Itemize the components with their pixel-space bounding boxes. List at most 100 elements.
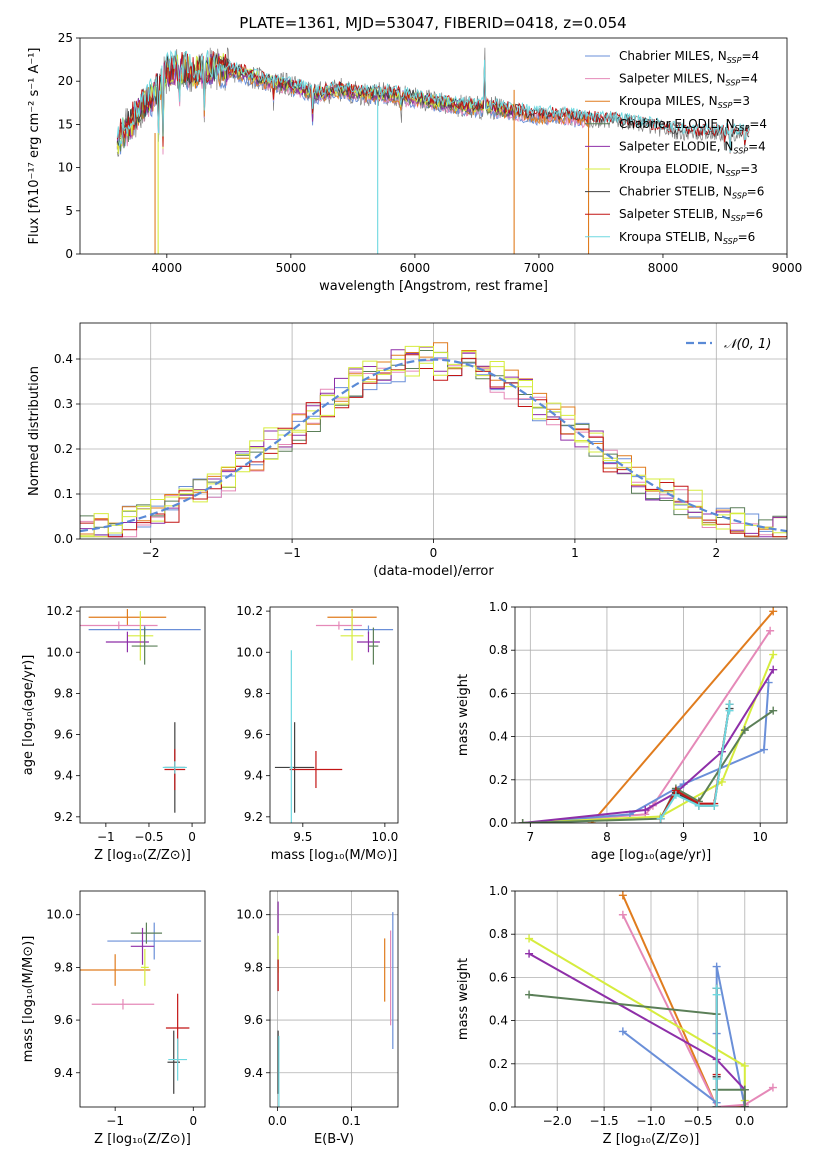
axes-frame (269, 890, 399, 1108)
x-tick-label: 0 (189, 1114, 197, 1128)
axes-frame (514, 606, 788, 824)
y-tick-label: 0.6 (489, 686, 508, 700)
legend-label: Salpeter ELODIE, NSSP=4 (619, 139, 766, 155)
y-axis-label: age [log₁₀(age/yr)] (21, 655, 36, 776)
x-tick-label: 7000 (524, 261, 555, 275)
y-tick-label: 0.0 (489, 1100, 508, 1114)
y-tick-label: 10 (58, 161, 73, 175)
y-tick-label: 9.4 (244, 1066, 263, 1080)
plot-area-age_vs_mass (274, 609, 394, 823)
errorbar-chabrier_stelib (274, 722, 315, 813)
legend-label: Kroupa STELIB, NSSP=6 (619, 230, 755, 246)
panel-mass_weight_vs_age: 7 8 9 10 0.0 0.2 0.4 0.6 0.8 1.0 age [log₁₀(age/yr… (456, 600, 788, 863)
y-tick-label: 5 (65, 204, 73, 218)
y-tick-label: 9.6 (54, 1013, 73, 1027)
weight-marker (618, 1027, 627, 1036)
y-tick-label: 20 (58, 74, 73, 88)
panel-residuals: −2 −1 0 1 2 0.0 0.1 0.2 0.3 0.4 (data-model)/error… (27, 322, 788, 579)
y-tick-label: 0.4 (489, 1014, 508, 1028)
errorbar-kroupa_stelib (168, 1038, 188, 1081)
y-tick-label: 9.4 (54, 1066, 73, 1080)
errorbar-salpeter_elodie (105, 631, 149, 653)
weight-marker (525, 934, 534, 943)
y-tick-label: 10.0 (236, 645, 263, 659)
panel-age_vs_z: −1 −0.5 0 9.2 9.4 9.6 9.8 10.0 10.2 Z [log₁₀(Z/Z⊙… (21, 604, 206, 863)
weight-marker (717, 777, 726, 786)
weight-line-kroupa_elodie (522, 654, 775, 823)
y-tick-label: 0.2 (489, 773, 508, 787)
y-tick-label: 0.0 (54, 532, 73, 546)
x-tick-label: 0.0 (268, 1114, 287, 1128)
x-tick-label: −0.5 (683, 1114, 712, 1128)
y-axis-label: Normed distribution (27, 366, 42, 496)
weight-marker (769, 607, 778, 616)
x-tick-label: −2 (142, 546, 160, 560)
y-tick-label: 1.0 (489, 884, 508, 898)
axes-frame (79, 37, 788, 255)
errorbar-kroupa_miles (80, 954, 151, 986)
x-tick-label: −1.0 (636, 1114, 665, 1128)
weight-marker (641, 806, 650, 815)
weight-marker (712, 1103, 721, 1107)
x-tick-label: 8 (603, 830, 611, 844)
weight-marker (671, 790, 680, 799)
legend-label: 𝒩(0, 1) (724, 337, 771, 352)
errorbar-kroupa_elodie (140, 948, 149, 986)
y-tick-label: 0.0 (489, 816, 508, 830)
weight-marker (740, 1085, 749, 1094)
weight-line-salpeter_elodie (528, 952, 746, 1107)
histogram-kroupa_elodie (80, 346, 787, 538)
y-tick-label: 9.4 (244, 769, 263, 783)
axes-frame (79, 606, 206, 824)
plot-area-mass_vs_z (80, 922, 202, 1094)
x-tick-label: 0 (430, 546, 438, 560)
weight-marker (694, 801, 703, 810)
weight-marker (712, 990, 721, 999)
x-tick-label: 1 (571, 546, 579, 560)
y-tick-label: 9.2 (244, 810, 263, 824)
y-tick-label: 10.0 (46, 645, 73, 659)
x-axis-label: wavelength [Angstrom, rest frame] (319, 279, 548, 294)
y-tick-label: 10.2 (236, 604, 263, 618)
errorbar-chabrier_elodie (130, 922, 163, 944)
axes-frame (79, 890, 206, 1108)
y-tick-label: 9.8 (54, 686, 73, 700)
y-axis-label: mass weight (456, 958, 471, 1040)
x-axis-label: Z [log₁₀(Z/Z⊙)] (94, 848, 191, 863)
y-tick-label: 0 (65, 247, 73, 261)
legend-label: Chabrier ELODIE, NSSP=4 (619, 117, 767, 133)
x-axis-label: Z [log₁₀(Z/Z⊙)] (603, 1132, 700, 1147)
weight-marker (725, 706, 734, 715)
errorbar-kroupa_stelib (289, 650, 293, 823)
y-axis-label: mass [log₁₀(M/M⊙)] (21, 936, 36, 1063)
weight-line-chabrier_elodie (528, 993, 746, 1107)
weight-marker (525, 949, 534, 958)
x-tick-label: 5000 (276, 261, 307, 275)
y-tick-label: 10.0 (46, 908, 73, 922)
y-tick-label: 0.8 (489, 927, 508, 941)
errorbar-kroupa_miles (88, 609, 167, 626)
weight-marker (656, 814, 665, 823)
panel-mass_vs_z: −1 0 9.4 9.6 9.8 10.0 Z [log₁₀(Z/Z⊙)] mass [log… (21, 890, 206, 1147)
legend-label: Salpeter MILES, NSSP=4 (619, 72, 758, 88)
errorbar-salpeter_miles (80, 621, 158, 630)
weight-marker (740, 1061, 749, 1070)
weight-marker (766, 626, 775, 635)
x-tick-label: −2.0 (543, 1114, 572, 1128)
y-tick-label: 0.6 (489, 970, 508, 984)
x-tick-label: 0.0 (735, 1114, 754, 1128)
weight-marker (769, 650, 778, 659)
weight-line-kroupa_elodie (528, 937, 746, 1101)
y-tick-label: 10.0 (236, 908, 263, 922)
y-tick-label: 9.8 (54, 960, 73, 974)
x-tick-label: 9 (680, 830, 688, 844)
y-axis-label: Flux [fλ10⁻¹⁷ erg cm⁻² s⁻¹ A⁻¹] (27, 48, 42, 245)
panel-mass_vs_ebv: 0.0 0.1 9.4 9.6 9.8 10.0 E(B-V) (236, 890, 399, 1147)
legend-label: Salpeter STELIB, NSSP=6 (619, 207, 763, 223)
legend-label: Chabrier MILES, NSSP=4 (619, 49, 759, 65)
errorbar-chabrier_miles (107, 922, 202, 960)
x-tick-label: 4000 (152, 261, 183, 275)
weight-line-chabrier_miles (622, 966, 746, 1107)
model-spectrum-kroupa_stelib (116, 49, 750, 153)
errorbar-chabrier_elodie (368, 627, 379, 665)
